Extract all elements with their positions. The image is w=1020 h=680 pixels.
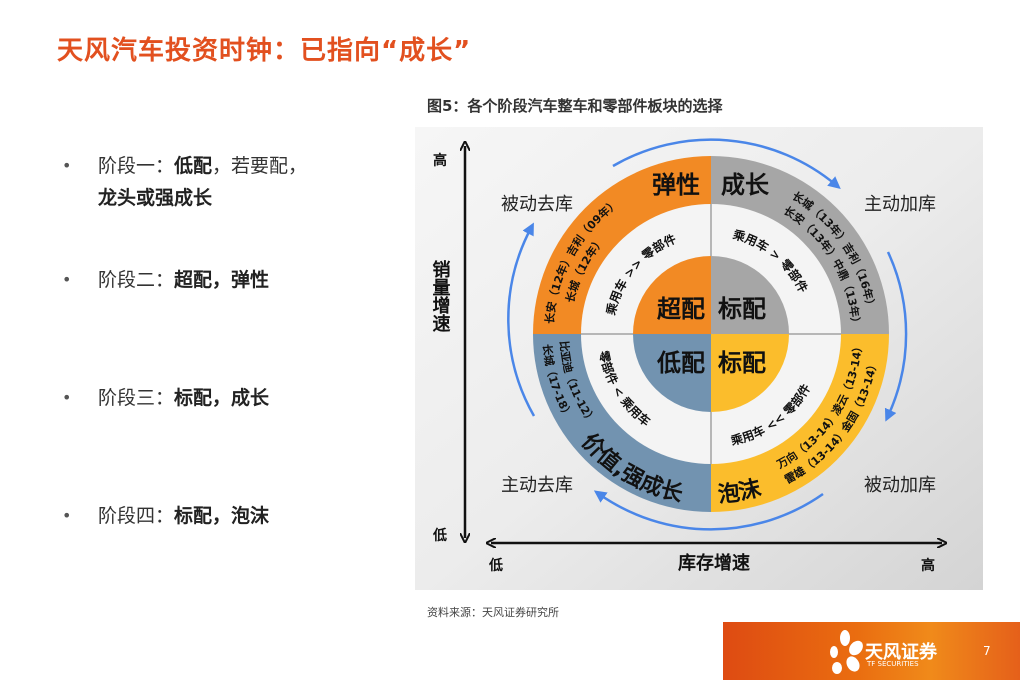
figure-title: 图5：各个阶段汽车整车和零部件板块的选择	[427, 97, 723, 115]
y-axis-low: 低	[432, 527, 447, 544]
bullet-bold: 标配，泡沫	[174, 505, 270, 527]
bullet-stage-2: • 阶段二：超配，弹性	[62, 264, 362, 296]
corner-bottom-right: 被动加库	[864, 475, 936, 496]
corner-top-right: 主动加库	[864, 194, 936, 215]
allocation-bottom-left: 低配	[656, 349, 705, 377]
cycle-arrow-left	[507, 222, 536, 417]
bullet-prefix: 阶段二：	[98, 269, 175, 291]
bullet-prefix: 阶段一：	[98, 155, 175, 177]
bullet-bold-2: 龙头或强成长	[98, 187, 213, 209]
brand-name-en: TF SECURITIES	[867, 660, 919, 668]
footer-banner: 天风证券 TF SECURITIES 7	[723, 622, 1020, 680]
core-bottom-right	[711, 334, 789, 412]
allocation-top-left: 超配	[657, 295, 705, 323]
bullet-bold: 低配	[174, 155, 213, 177]
bullet-prefix: 阶段三：	[98, 387, 175, 409]
y-axis-label: 销量增速	[430, 259, 451, 333]
stage-top-left: 弹性	[652, 171, 700, 199]
core-bottom-left	[633, 334, 711, 412]
bullet-stage-3: • 阶段三：标配，成长	[62, 382, 362, 414]
tf-flower-logo-icon	[830, 630, 863, 674]
x-axis-high: 高	[921, 557, 935, 574]
page-title: 天风汽车投资时钟：已指向“成长”	[57, 36, 472, 66]
core-top-right	[711, 256, 789, 334]
bullet-dot: •	[62, 388, 72, 407]
bullet-stage-1: • 阶段一：低配，若要配， 龙头或强成长	[62, 150, 362, 214]
cycle-arrow-bottom	[593, 490, 824, 531]
bullet-stage-4: • 阶段四：标配，泡沫	[62, 500, 362, 532]
page-number: 7	[983, 644, 991, 658]
bullet-dot: •	[62, 506, 72, 525]
bullet-bold: 标配，成长	[174, 387, 270, 409]
corner-top-left: 被动去库	[501, 194, 573, 215]
allocation-bottom-right: 标配	[718, 349, 766, 377]
core-top-left	[633, 256, 711, 334]
corner-bottom-left: 主动去库	[501, 475, 573, 496]
bullet-dot: •	[62, 156, 72, 175]
x-axis-label: 库存增速	[678, 552, 750, 574]
source-note: 资料来源：天风证券研究所	[427, 606, 559, 619]
bullet-prefix: 阶段四：	[98, 505, 175, 527]
bullet-bold: 超配，弹性	[174, 269, 270, 291]
bullet-dot: •	[62, 270, 72, 289]
cycle-arrow-top	[612, 138, 841, 190]
bullet-rest: ，若要配，	[212, 155, 308, 177]
brand-name: 天风证券	[865, 642, 937, 663]
x-axis-low: 低	[488, 557, 503, 574]
allocation-top-right: 标配	[718, 295, 766, 323]
stage-top-right: 成长	[721, 171, 770, 199]
cycle-arrow-right	[884, 251, 908, 422]
y-axis-high: 高	[433, 152, 447, 169]
